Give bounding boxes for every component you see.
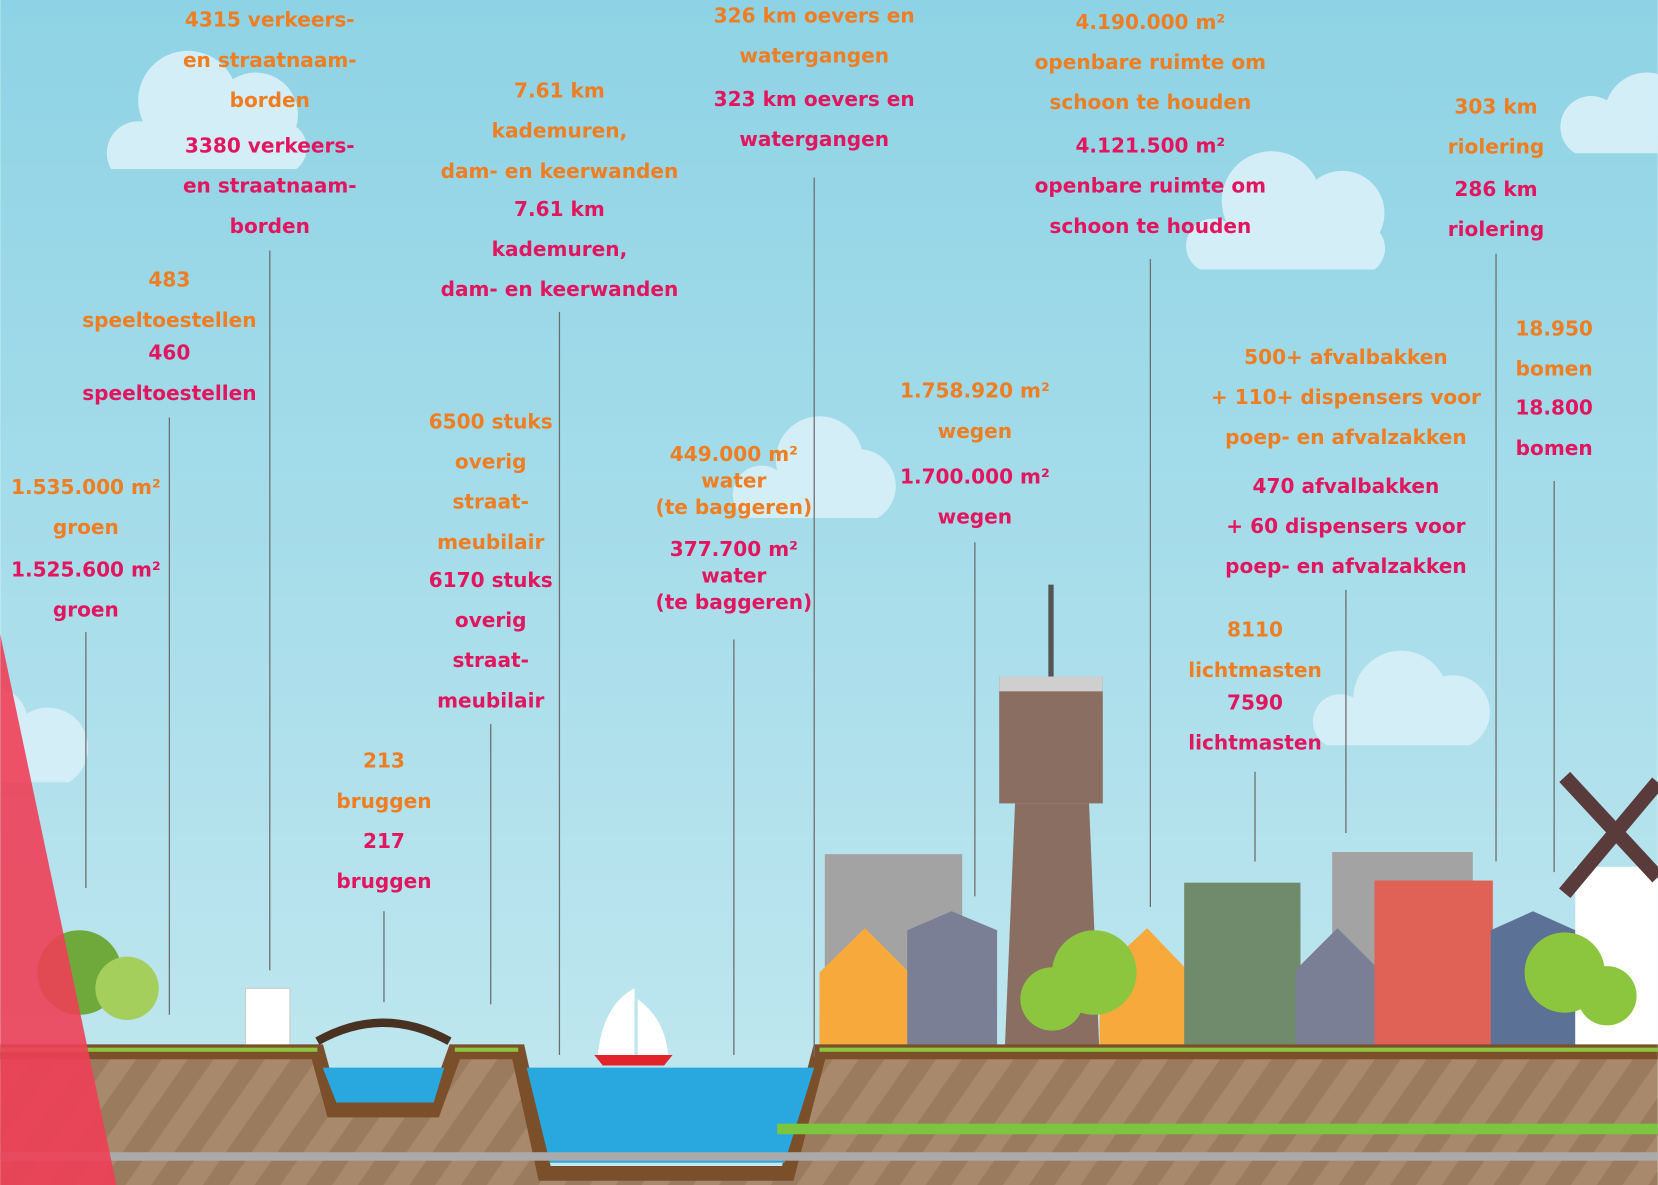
old-value: 1.758.920 m² (900, 379, 1050, 403)
old-value: poep- en afvalzakken (1225, 425, 1467, 449)
old-value: 449.000 m² (670, 442, 798, 466)
new-value: 7590 (1227, 691, 1283, 715)
old-value: 213 (363, 749, 405, 773)
new-value: water (701, 564, 766, 588)
new-value: bruggen (336, 869, 431, 893)
new-value: overig (455, 608, 527, 632)
new-value: 7.61 km (514, 197, 605, 221)
old-value: straat- (452, 490, 528, 514)
new-value: kademuren, (492, 237, 628, 261)
new-value: 217 (363, 829, 405, 853)
old-value: riolering (1448, 134, 1545, 158)
new-value: speeltoestellen (82, 381, 256, 405)
old-value: 7.61 km (514, 78, 605, 102)
labels: 4315 verkeers-en straatnaam-borden 3380 v… (11, 3, 1593, 1058)
new-value: riolering (1448, 217, 1545, 241)
new-value: poep- en afvalzakken (1225, 554, 1467, 578)
old-value: meubilair (437, 530, 544, 554)
new-value: groen (53, 597, 119, 621)
old-value: (te baggeren) (656, 495, 813, 519)
new-value: en straatnaam- (183, 174, 357, 198)
boat (594, 1054, 673, 1066)
old-value: 303 km (1454, 94, 1537, 118)
new-value: wegen (938, 504, 1012, 528)
new-value: + 60 dispensers voor (1226, 514, 1465, 538)
old-value: 8110 (1227, 618, 1283, 642)
old-value: en straatnaam- (183, 48, 357, 72)
bridge (315, 1018, 452, 1045)
old-value: kademuren, (492, 119, 628, 143)
old-value: 18.950 (1515, 316, 1593, 340)
old-value: overig (455, 450, 527, 474)
new-value: straat- (452, 648, 528, 672)
old-value: borden (230, 88, 310, 112)
new-value: 18.800 (1515, 396, 1593, 420)
old-value: 483 (148, 268, 190, 292)
new-value: 4.121.500 m² (1075, 133, 1225, 157)
new-value: 1.525.600 m² (11, 557, 161, 581)
old-value: dam- en keerwanden (441, 159, 679, 183)
new-value: (te baggeren) (656, 590, 813, 614)
new-value: meubilair (437, 688, 544, 712)
old-value: 326 km oevers en (714, 3, 915, 27)
new-value: 1.700.000 m² (900, 464, 1050, 488)
old-value: 500+ afvalbakken (1244, 345, 1448, 369)
green-pipe (777, 1123, 1658, 1135)
new-value: lichtmasten (1188, 731, 1322, 755)
old-value: + 110+ dispensers voor (1211, 385, 1481, 409)
new-value: openbare ruimte om (1035, 174, 1266, 198)
old-value: speeltoestellen (82, 308, 256, 332)
pipe (0, 1152, 1658, 1161)
new-value: 286 km (1454, 177, 1537, 201)
old-value: 4315 verkeers- (185, 8, 355, 32)
old-value: bruggen (336, 789, 431, 813)
new-value: bomen (1516, 436, 1593, 460)
old-value: wegen (938, 419, 1012, 443)
new-value: borden (230, 214, 310, 238)
new-value: dam- en keerwanden (441, 277, 679, 301)
sail (597, 988, 669, 1058)
old-value: schoon te houden (1049, 90, 1251, 114)
new-value: 6170 stuks (429, 568, 553, 592)
water (526, 1067, 815, 1163)
new-value: 377.700 m² (670, 537, 798, 561)
old-value: bomen (1516, 356, 1593, 380)
old-value: 1.535.000 m² (11, 475, 161, 499)
new-value: 460 (148, 341, 190, 365)
new-value: 470 afvalbakken (1253, 474, 1440, 498)
old-value: water (701, 469, 766, 493)
new-value: schoon te houden (1049, 214, 1251, 238)
new-value: 3380 verkeers- (185, 133, 355, 157)
old-value: openbare ruimte om (1035, 50, 1266, 74)
old-value: lichtmasten (1188, 658, 1322, 682)
town (37, 584, 1658, 1058)
old-value: groen (53, 515, 119, 539)
old-value: watergangen (739, 44, 889, 68)
clouds (0, 50, 1658, 783)
new-value: watergangen (739, 127, 889, 151)
old-value: 4.190.000 m² (1075, 10, 1225, 34)
new-value: 323 km oevers en (714, 87, 915, 111)
old-value: 6500 stuks (429, 409, 553, 433)
ground (0, 1051, 1658, 1185)
canal (322, 1067, 445, 1103)
